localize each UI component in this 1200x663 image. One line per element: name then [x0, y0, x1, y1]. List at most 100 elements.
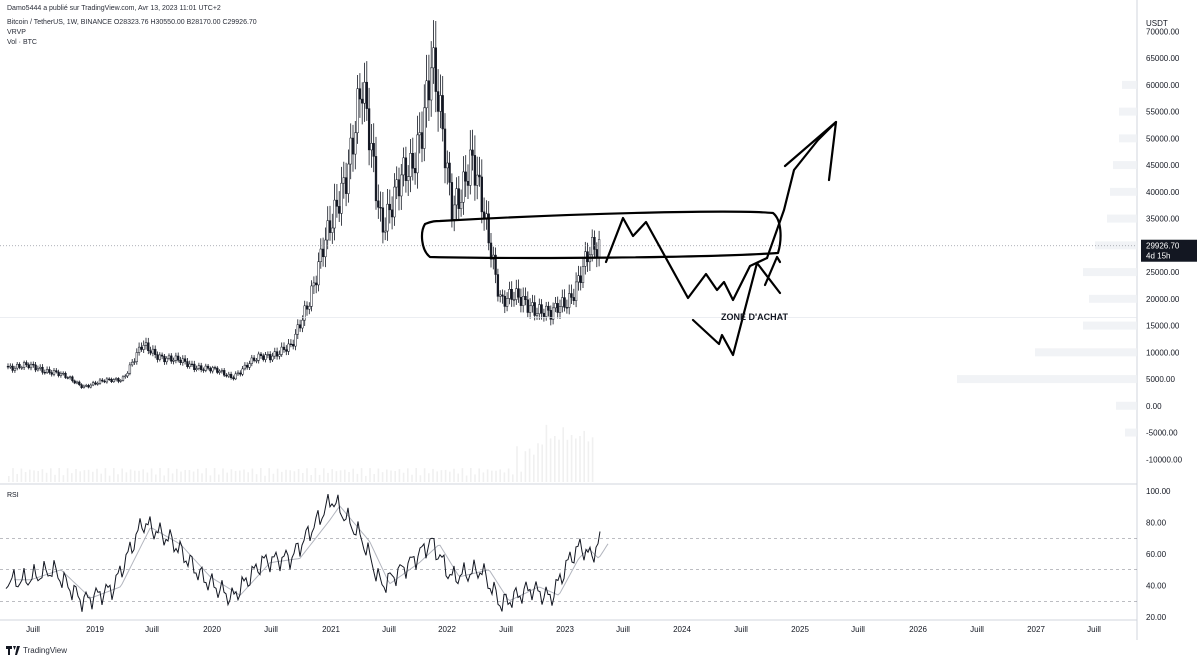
- volume-bar: [129, 469, 132, 482]
- candle: [549, 310, 552, 320]
- time-tick-label[interactable]: Juill: [499, 625, 513, 634]
- candle: [430, 67, 433, 101]
- time-tick-label[interactable]: Juill: [616, 625, 630, 634]
- candle: [87, 385, 90, 388]
- candle: [105, 378, 109, 383]
- last-price-label: 29926.70: [1146, 242, 1180, 251]
- candle: [416, 134, 419, 174]
- price-tick-label: 60000.00: [1146, 81, 1180, 90]
- candle: [494, 254, 497, 275]
- indicator-vrvp[interactable]: VRVP: [7, 29, 26, 36]
- volume-bar: [344, 469, 346, 482]
- symbol-line[interactable]: Bitcoin / TetherUS, 1W, BINANCE O28323.7…: [7, 19, 257, 26]
- candle: [384, 230, 387, 233]
- time-tick-label[interactable]: 2020: [203, 625, 221, 634]
- candle: [188, 363, 191, 367]
- candle: [167, 355, 171, 359]
- time-tick-label[interactable]: Juill: [734, 625, 748, 634]
- candle: [218, 370, 221, 373]
- candle: [278, 354, 281, 357]
- candle: [62, 372, 65, 375]
- candle: [225, 374, 228, 377]
- time-tick-label[interactable]: Juill: [26, 625, 40, 634]
- rsi-label[interactable]: RSI: [7, 492, 19, 499]
- time-tick-label[interactable]: 2027: [1027, 625, 1045, 634]
- candle: [450, 182, 454, 220]
- candle: [453, 204, 456, 220]
- time-tick-label[interactable]: Juill: [970, 625, 984, 634]
- price-path-drawing: [604, 216, 769, 302]
- candle: [517, 288, 520, 298]
- footer[interactable]: TradingView: [6, 643, 67, 657]
- volume-bar: [113, 468, 115, 482]
- buy-zone-arrow-head-drawing: [763, 255, 782, 287]
- volume-bar: [415, 468, 417, 482]
- candle: [216, 367, 219, 373]
- candle: [434, 47, 437, 92]
- volume-bar: [134, 470, 136, 482]
- candle: [540, 304, 543, 314]
- time-tick-label[interactable]: 2019: [86, 625, 104, 634]
- candle: [351, 137, 355, 155]
- candle: [480, 176, 483, 213]
- candle: [390, 209, 394, 218]
- candle: [227, 373, 230, 377]
- vrvp-bar: [1125, 428, 1137, 437]
- candle: [324, 239, 327, 258]
- time-tick-label[interactable]: 2026: [909, 625, 927, 634]
- candle: [273, 351, 276, 357]
- candle: [547, 305, 550, 311]
- candle: [545, 305, 548, 317]
- volume-bar: [499, 469, 501, 482]
- volume-bar: [138, 470, 140, 482]
- candle: [34, 364, 37, 371]
- time-tick-label[interactable]: Juill: [264, 625, 278, 634]
- time-tick-label[interactable]: Juill: [1087, 625, 1101, 634]
- price-tick-label: 70000.00: [1146, 27, 1180, 36]
- volume-bar: [394, 470, 396, 482]
- price-tick-label: 10000.00: [1146, 348, 1180, 357]
- vrvp-bar: [1095, 241, 1137, 250]
- indicator-vol[interactable]: Vol · BTC: [7, 39, 37, 46]
- currency-label: USDT: [1146, 19, 1168, 28]
- candle: [342, 177, 345, 184]
- time-tick-label[interactable]: Juill: [145, 625, 159, 634]
- time-tick-label[interactable]: Juill: [851, 625, 865, 634]
- time-tick-label[interactable]: 2023: [556, 625, 574, 634]
- candle: [271, 355, 274, 361]
- price-tick-label: 25000.00: [1146, 268, 1180, 277]
- candle: [503, 295, 506, 307]
- candle: [570, 293, 573, 298]
- price-axis[interactable]: [1138, 0, 1200, 620]
- volume-bar: [125, 472, 128, 482]
- vrvp-bar: [1035, 348, 1137, 357]
- volume-bar: [327, 472, 329, 482]
- price-tick-label: 15000.00: [1146, 322, 1180, 331]
- candle: [386, 203, 389, 232]
- time-tick-label[interactable]: 2024: [673, 625, 691, 634]
- price-tick-label: 45000.00: [1146, 161, 1180, 170]
- candle: [439, 95, 442, 112]
- candle: [6, 365, 10, 368]
- candle: [496, 274, 500, 297]
- volume-bar: [50, 468, 52, 482]
- candle: [133, 361, 136, 363]
- last-price-badge[interactable]: [1141, 239, 1197, 262]
- candle: [381, 207, 385, 233]
- candle: [241, 368, 244, 375]
- candle: [296, 324, 299, 335]
- time-tick-label[interactable]: 2022: [438, 625, 456, 634]
- time-tick-label[interactable]: 2025: [791, 625, 809, 634]
- candle: [269, 354, 272, 361]
- volume-bar: [318, 474, 321, 482]
- candle: [255, 360, 258, 362]
- volume-bar: [474, 474, 476, 482]
- bar-countdown-label: 4d 15h: [1146, 252, 1170, 261]
- volume-bar: [528, 448, 531, 482]
- time-tick-label[interactable]: Juill: [382, 625, 396, 634]
- time-tick-label[interactable]: 2021: [322, 625, 340, 634]
- candle: [190, 363, 194, 366]
- candle: [462, 171, 465, 203]
